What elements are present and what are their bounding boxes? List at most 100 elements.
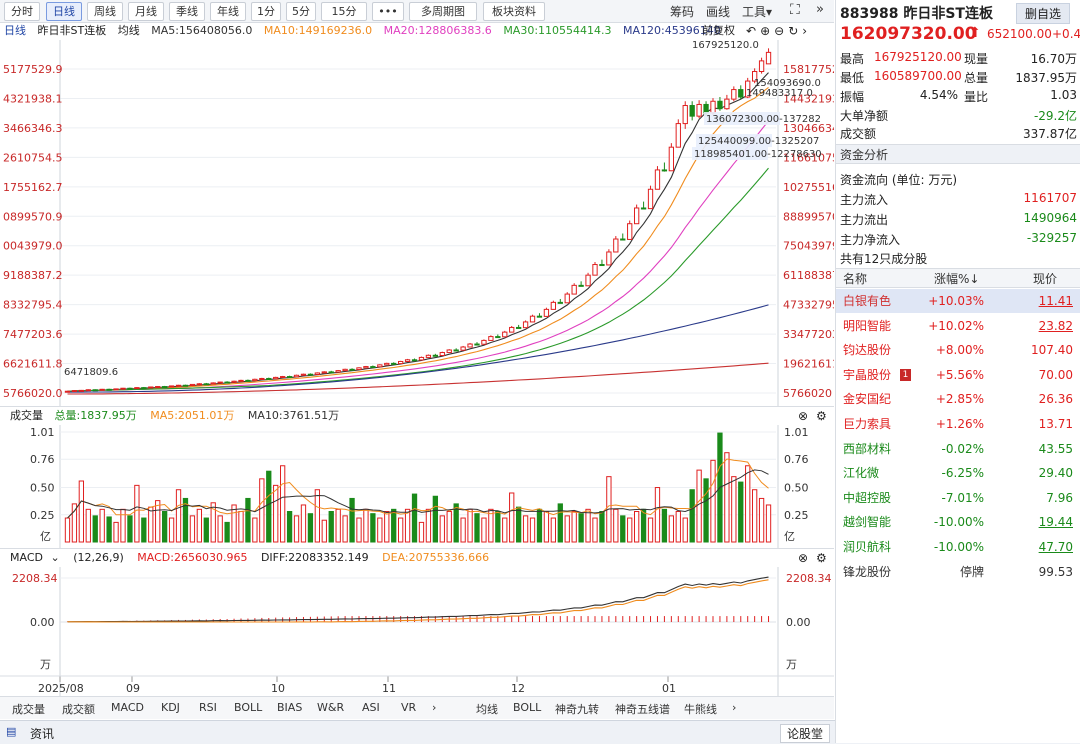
alert-badge: 1: [900, 368, 911, 381]
chevron-down-icon[interactable]: ⌄: [50, 551, 60, 564]
more-periods-button[interactable]: •••: [372, 2, 404, 21]
tab-1min[interactable]: 1分: [251, 2, 281, 21]
volume-bar: [391, 508, 397, 543]
volume-bar: [592, 517, 598, 543]
forum-button[interactable]: 论股堂: [780, 724, 831, 743]
multi-period-button[interactable]: 多周期图: [409, 2, 477, 21]
tab-yearly[interactable]: 年线: [210, 2, 246, 21]
tab-volume[interactable]: 成交量: [12, 703, 45, 716]
close-icon[interactable]: ⊗: [798, 551, 809, 565]
refresh-icon[interactable]: ↻: [788, 24, 803, 38]
stock-change: +1.26%: [935, 417, 984, 431]
stock-name: 西部材料: [843, 441, 892, 456]
candle-body: [633, 207, 640, 225]
list-item[interactable]: 锋龙股份 停牌 99.53: [836, 560, 1080, 584]
volume-bar: [273, 484, 279, 543]
news-tab[interactable]: 资讯: [30, 727, 55, 741]
col-name[interactable]: 名称: [843, 272, 868, 286]
tab-asi[interactable]: ASI: [362, 701, 380, 714]
tab-amount[interactable]: 成交额: [62, 703, 95, 716]
main-inflow-value: 1161707: [1023, 191, 1077, 205]
kline-chart-area[interactable]: 5177529.9 158177529 4321938.1 144321938 3466…: [0, 40, 834, 696]
tab-boll[interactable]: BOLL: [234, 701, 263, 714]
tab-monthly[interactable]: 月线: [128, 2, 164, 21]
list-item[interactable]: 明阳智能 +10.02% 23.82: [836, 314, 1080, 338]
tab-td9[interactable]: 神奇九转: [555, 703, 599, 716]
volume-bar: [404, 508, 411, 543]
candle-body: [474, 343, 480, 346]
ma-switch[interactable]: 均线: [117, 24, 140, 37]
tools-button[interactable]: 工具▾: [742, 3, 772, 20]
tab-vr[interactable]: VR: [401, 701, 417, 714]
chips-button[interactable]: 筹码: [670, 5, 695, 19]
list-item[interactable]: 越剑智能 -10.00% 19.44: [836, 510, 1080, 534]
stock-price: 23.82: [1038, 318, 1073, 333]
tab-boll-overlay[interactable]: BOLL: [513, 701, 542, 714]
candle-body: [488, 336, 494, 341]
volume-bar: [78, 480, 85, 543]
zoom-out-icon[interactable]: ⊖: [774, 24, 789, 38]
list-item[interactable]: 白银有色 +10.03% 11.41: [836, 289, 1080, 313]
tab-kdj[interactable]: KDJ: [161, 701, 180, 714]
list-item[interactable]: 西部材料 -0.02% 43.55: [836, 437, 1080, 461]
list-item[interactable]: 金安国纪 +2.85% 26.36: [836, 387, 1080, 411]
stock-name: 润贝航科: [843, 540, 892, 554]
fullscreen-icon[interactable]: ⛶: [790, 2, 800, 18]
macd-zero-left: 0.00: [30, 616, 55, 629]
chevron-right-icon[interactable]: ›: [732, 701, 737, 714]
sector-info-button[interactable]: 板块资料: [483, 2, 545, 21]
list-item[interactable]: 润贝航科 -10.00% 47.70: [836, 535, 1080, 559]
tab-bull-bear[interactable]: 牛熊线: [684, 703, 717, 716]
gear-icon[interactable]: ⚙: [816, 551, 827, 565]
macd-zero-right: 0.00: [786, 616, 811, 629]
tab-wr[interactable]: W&R: [317, 701, 345, 714]
candle-body: [724, 98, 730, 110]
tab-bias[interactable]: BIAS: [277, 701, 303, 714]
tab-timeshare[interactable]: 分时: [4, 2, 40, 21]
volume-bar: [64, 517, 71, 543]
price-annotation: 6471809.6: [64, 367, 118, 378]
adjust-mode-button[interactable]: 前复权: [702, 24, 735, 37]
list-item[interactable]: 江化微 -6.25% 29.40: [836, 461, 1080, 485]
back-icon[interactable]: ↶: [746, 24, 761, 38]
menu-icon[interactable]: ▤: [6, 725, 17, 738]
list-item[interactable]: 巨力索具 +1.26% 13.71: [836, 412, 1080, 436]
tab-rsi[interactable]: RSI: [199, 701, 217, 714]
close-icon[interactable]: ⊗: [798, 409, 809, 423]
price-tick-right: 5766020: [783, 387, 832, 400]
col-price[interactable]: 现价: [1033, 272, 1058, 286]
col-change[interactable]: 涨幅%↓: [934, 272, 980, 286]
volume-label[interactable]: 成交量: [10, 409, 43, 422]
candle-body: [286, 376, 293, 379]
draw-line-button[interactable]: 画线: [706, 5, 731, 19]
volume-bar: [633, 511, 640, 543]
remove-favorite-button[interactable]: 删自选: [1016, 3, 1071, 24]
tab-weekly[interactable]: 周线: [87, 2, 123, 21]
list-item[interactable]: 中超控股 -7.01% 7.96: [836, 486, 1080, 510]
price-tick-left: 1755162.7: [3, 181, 63, 194]
volume-bar: [765, 504, 772, 543]
tab-daily[interactable]: 日线: [46, 2, 82, 21]
collapse-icon[interactable]: »: [816, 2, 824, 17]
tab-15min[interactable]: 15分: [321, 2, 367, 21]
volume-tick-right: 0.76: [784, 453, 809, 466]
tab-macd[interactable]: MACD: [111, 701, 144, 714]
tab-quarterly[interactable]: 季线: [169, 2, 205, 21]
tab-ma-overlay[interactable]: 均线: [476, 703, 498, 716]
macd-label[interactable]: MACD: [10, 551, 43, 564]
candle-body: [411, 359, 418, 362]
chevron-right-icon[interactable]: ›: [432, 701, 437, 714]
tab-five-lines[interactable]: 神奇五线谱: [615, 703, 670, 716]
next-icon[interactable]: ›: [802, 24, 812, 38]
list-item[interactable]: 钧达股份 +8.00% 107.40: [836, 338, 1080, 362]
stock-name: 白银有色: [843, 294, 892, 308]
candle-body: [613, 238, 619, 253]
gear-icon[interactable]: ⚙: [816, 409, 827, 423]
volume-bar: [446, 511, 452, 543]
price-annotation: 154093690.0: [754, 78, 821, 89]
annotation-bg: [696, 134, 772, 147]
list-item[interactable]: 宇晶股份 1 +5.56% 70.00: [836, 363, 1080, 387]
add-icon[interactable]: ⊕: [760, 24, 775, 38]
tab-5min[interactable]: 5分: [286, 2, 316, 21]
fund-analysis-header[interactable]: 资金分析: [836, 144, 1080, 164]
